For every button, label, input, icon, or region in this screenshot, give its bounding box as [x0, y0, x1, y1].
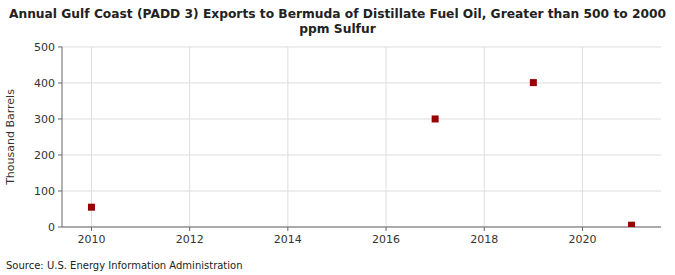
y-axis-label: Thousand Barrels — [4, 89, 17, 186]
x-tick-label: 2016 — [372, 233, 400, 246]
x-tick — [91, 227, 92, 231]
grid-line-y — [62, 227, 661, 228]
point — [88, 204, 95, 211]
grid-line-x — [484, 47, 485, 227]
source: Source: U.S. Energy Information Administ… — [6, 260, 243, 271]
x-tick-label: 2018 — [470, 233, 498, 246]
x-tick-label: 2010 — [77, 233, 105, 246]
x-tick-label: 2014 — [274, 233, 302, 246]
y-tick-label: 100 — [34, 185, 55, 198]
grid-line-y — [62, 154, 661, 155]
chart: Annual Gulf Coast (PADD 3) Exports to Be… — [0, 0, 675, 275]
x-tick — [484, 227, 485, 231]
y-tick-label: 0 — [48, 221, 55, 234]
x-axis-line — [62, 227, 661, 228]
grid-line-y — [62, 190, 661, 191]
y-tick-label: 400 — [34, 77, 55, 90]
grid-line-x — [189, 47, 190, 227]
grid-line-x — [91, 47, 92, 227]
point — [628, 222, 635, 227]
grid-line-x — [386, 47, 387, 227]
y-tick-label: 200 — [34, 149, 55, 162]
x-tick-label: 2012 — [176, 233, 204, 246]
x-tick — [189, 227, 190, 231]
y-tick — [58, 154, 62, 155]
y-axis-line — [62, 47, 63, 227]
y-tick-label: 300 — [34, 113, 55, 126]
title: Annual Gulf Coast (PADD 3) Exports to Be… — [9, 7, 666, 36]
grid-line-y — [62, 118, 661, 119]
point — [432, 115, 439, 122]
x-tick — [582, 227, 583, 231]
y-tick-label: 500 — [34, 41, 55, 54]
y-tick — [58, 118, 62, 119]
y-tick — [58, 190, 62, 191]
grid-line-y — [62, 82, 661, 83]
points — [88, 79, 635, 227]
grid — [62, 47, 661, 227]
y-tick — [58, 227, 62, 228]
background — [0, 0, 675, 275]
x-tick — [386, 227, 387, 231]
x-tick-label: 2020 — [568, 233, 596, 246]
y-tick — [58, 46, 62, 47]
y-tick — [58, 82, 62, 83]
grid-line-x — [287, 47, 288, 227]
grid-line-x — [582, 47, 583, 227]
grid-line-y — [62, 46, 661, 47]
point — [530, 79, 537, 86]
x-tick — [287, 227, 288, 231]
